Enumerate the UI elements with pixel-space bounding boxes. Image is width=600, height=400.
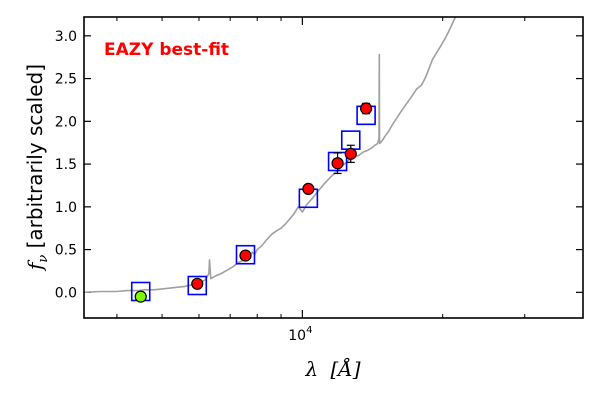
- y-tick-label-6: 3.0: [55, 29, 77, 45]
- observed-point-5: [344, 147, 357, 160]
- observed-point-0: [134, 290, 147, 303]
- observed-point-1: [191, 277, 204, 290]
- model-square-1: [187, 275, 208, 296]
- y-axis-text: [arbitrarily scaled]: [23, 64, 47, 255]
- y-tick-label-2: 1.0: [55, 200, 77, 216]
- model-square-2: [235, 244, 256, 265]
- y-tick-label-4: 2.0: [55, 114, 77, 130]
- y-tick-label-0: 0.0: [55, 285, 77, 301]
- x-axis-label: λ [Å]: [304, 356, 360, 381]
- y-tick-label-3: 1.5: [55, 157, 77, 173]
- observed-point-3: [302, 182, 315, 195]
- y-axis-label: fν [arbitrarily scaled]: [23, 64, 51, 272]
- y-tick-label-5: 2.5: [55, 72, 77, 88]
- observed-point-6: [360, 102, 373, 115]
- annotation-label: EAZY best-fit: [104, 40, 229, 60]
- x-tick-label-major: 104: [288, 325, 312, 344]
- y-axis-subscript: ν: [36, 255, 51, 263]
- x-axis-unit: [Å]: [330, 356, 360, 381]
- plot-frame: [83, 16, 584, 319]
- observed-point-2: [239, 249, 252, 262]
- x-axis-symbol: λ: [304, 357, 318, 381]
- observed-point-4: [331, 157, 344, 170]
- y-tick-label-1: 0.5: [55, 243, 77, 259]
